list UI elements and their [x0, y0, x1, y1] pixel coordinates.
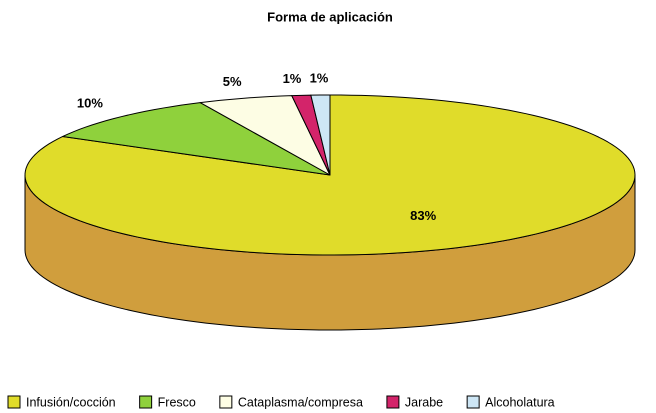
data-label: 5% — [223, 74, 242, 89]
legend-label: Alcoholatura — [485, 395, 555, 409]
data-label: 83% — [410, 208, 436, 223]
legend-swatch — [139, 395, 153, 409]
pie-slice — [62, 102, 331, 176]
pie-slice — [310, 94, 331, 176]
legend-label: Fresco — [158, 395, 196, 409]
data-label: 1% — [283, 71, 302, 86]
legend-swatch — [386, 395, 400, 409]
legend-label: Jarabe — [405, 395, 443, 409]
data-label: 1% — [310, 70, 329, 85]
chart-title: Forma de aplicación — [267, 9, 393, 24]
legend-swatch — [7, 395, 21, 409]
legend-swatch — [466, 395, 480, 409]
pie-slice — [199, 95, 331, 176]
legend-label: Infusión/cocción — [26, 395, 116, 409]
legend-label: Cataplasma/compresa — [238, 395, 363, 409]
data-label: 10% — [77, 95, 103, 110]
legend-swatch — [219, 395, 233, 409]
